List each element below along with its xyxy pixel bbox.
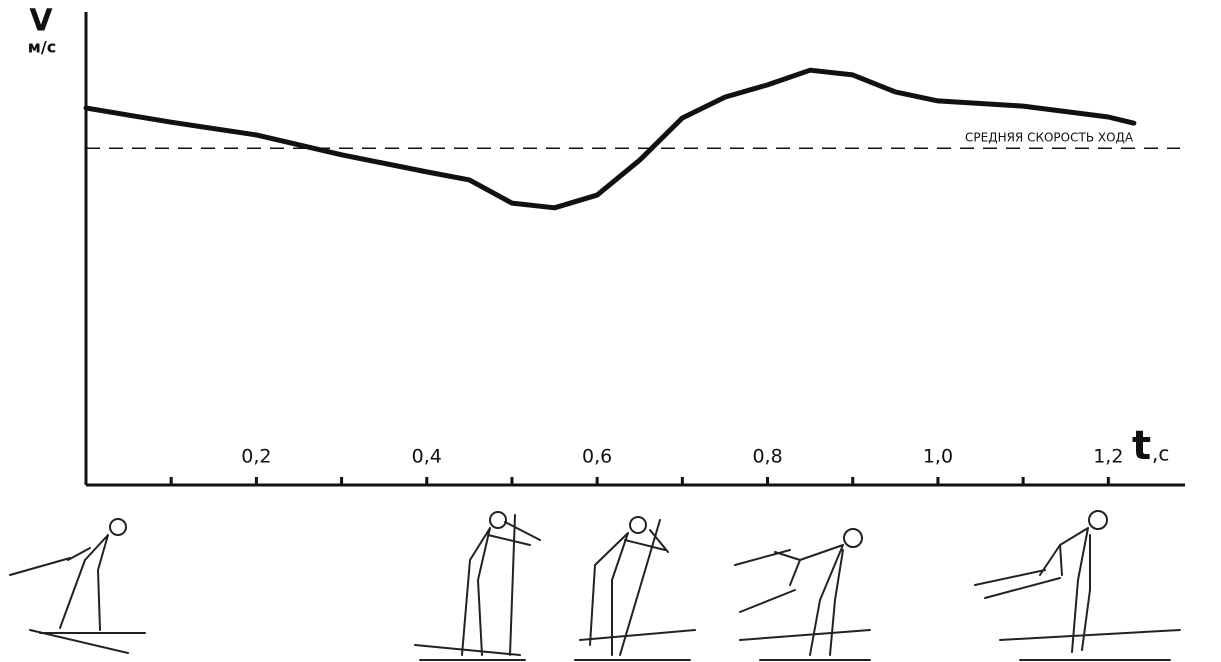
skier bbox=[735, 529, 870, 660]
page: {"chart_data": {"type": "line", "y_label… bbox=[0, 0, 1221, 662]
x-tick-label: 1,0 bbox=[923, 446, 953, 468]
x-tick-label: 0,8 bbox=[752, 446, 782, 468]
x-axis-unit: ,c bbox=[1152, 442, 1169, 466]
y-axis-label: V bbox=[29, 4, 53, 39]
x-tick-label: 0,2 bbox=[241, 446, 271, 468]
x-tick-label: 0,4 bbox=[412, 446, 442, 468]
skier bbox=[975, 511, 1180, 660]
skier bbox=[415, 512, 540, 660]
chart: V м/с t ,c СРЕДНЯЯ СКОРОСТЬ ХОДА bbox=[0, 0, 1221, 662]
y-axis-unit: м/с bbox=[28, 38, 56, 57]
x-axis-label: t bbox=[1132, 423, 1151, 469]
x-tick-label: 1,2 bbox=[1093, 446, 1123, 468]
skier-figures bbox=[10, 511, 1180, 660]
skier bbox=[10, 519, 145, 653]
reference-label: СРЕДНЯЯ СКОРОСТЬ ХОДА bbox=[965, 131, 1134, 145]
x-tick-label: 0,6 bbox=[582, 446, 612, 468]
skier bbox=[575, 517, 695, 660]
